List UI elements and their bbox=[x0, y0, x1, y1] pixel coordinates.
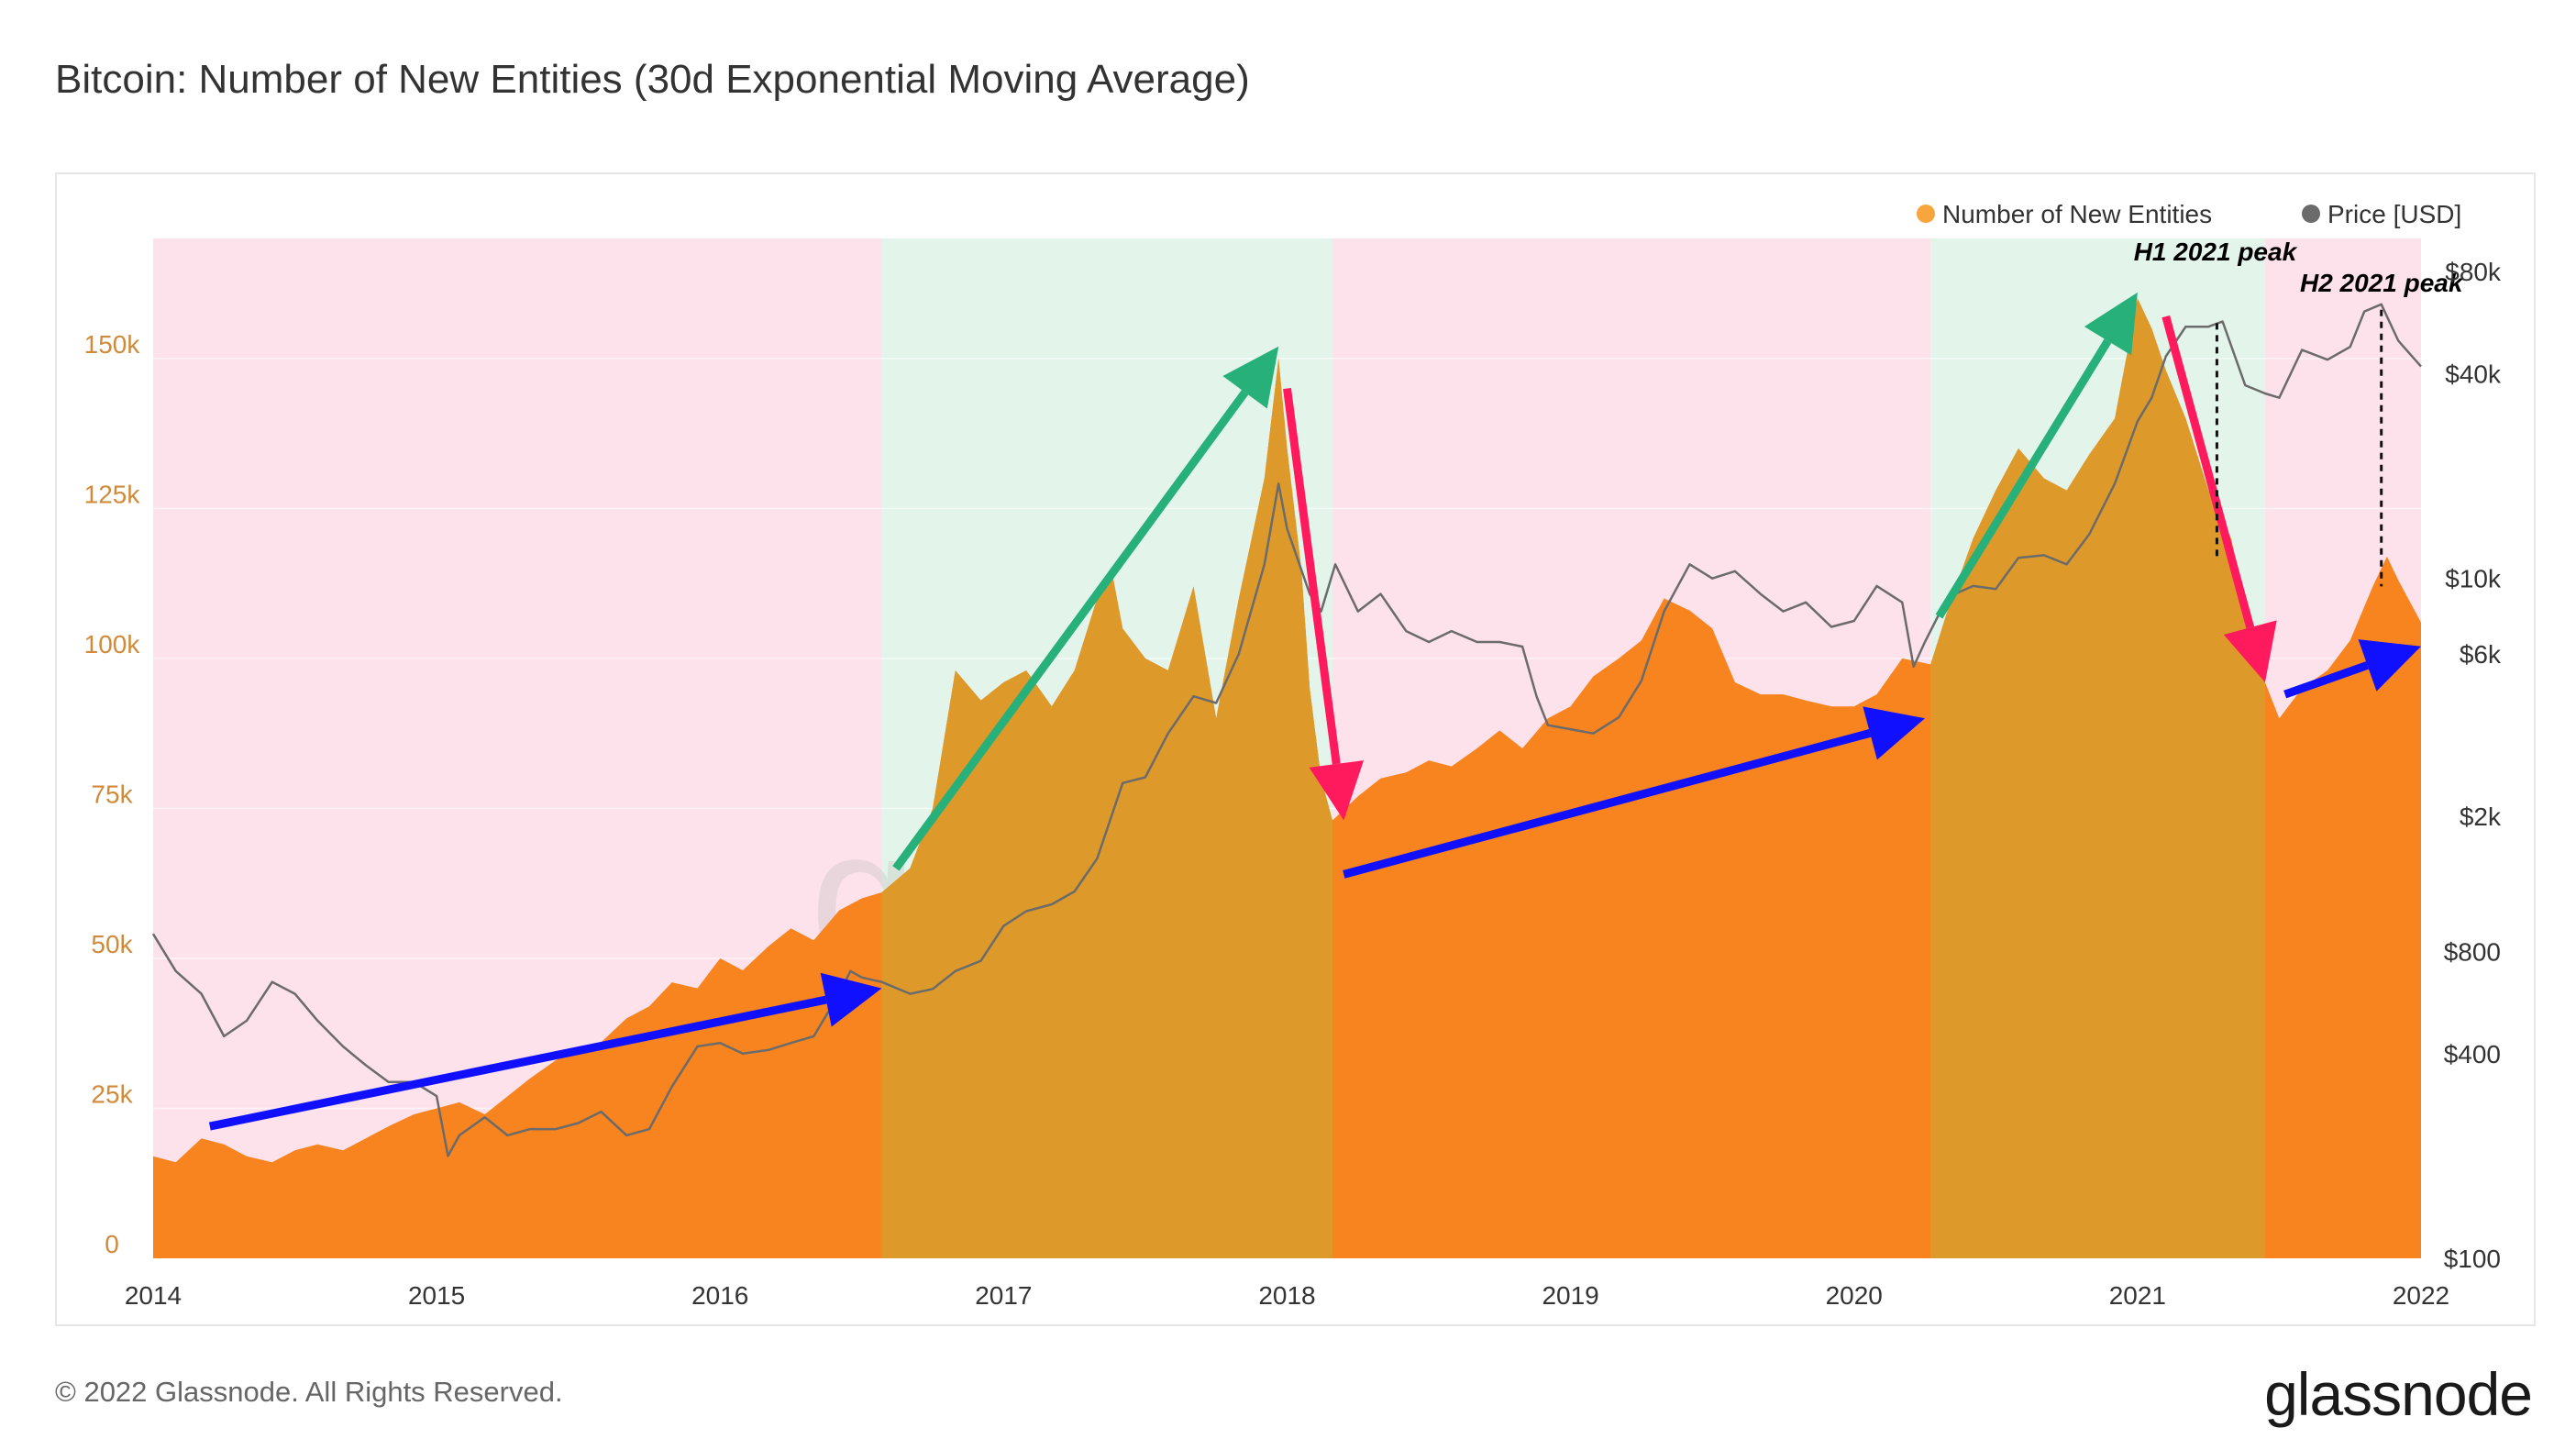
peak-label-0: H1 2021 peak bbox=[2134, 238, 2298, 266]
trend-arrow-shaft-6 bbox=[2283, 661, 2370, 699]
page-title: Bitcoin: Number of New Entities (30d Exp… bbox=[55, 57, 1250, 102]
x-tick-label-2015: 2015 bbox=[408, 1281, 465, 1310]
y-left-tick-label-0: 0 bbox=[105, 1230, 119, 1258]
x-tick-label-2018: 2018 bbox=[1258, 1281, 1315, 1310]
trend-arrow-head-4 bbox=[2084, 292, 2138, 356]
x-tick-label-2020: 2020 bbox=[1826, 1281, 1883, 1310]
trend-arrow-shaft-1 bbox=[892, 390, 1249, 871]
y-left-tick-label-4: 100k bbox=[84, 630, 141, 659]
glassnode-logo[interactable]: glassnode bbox=[2264, 1360, 2533, 1428]
legend-marker-1 bbox=[2302, 205, 2320, 223]
trend-arrow-head-1 bbox=[1222, 346, 1279, 409]
trend-arrow-shaft-0 bbox=[208, 995, 827, 1131]
trend-arrow-head-2 bbox=[1309, 760, 1365, 821]
trend-arrow-shaft-2 bbox=[1283, 387, 1341, 765]
y-right-tick-label-2: $800 bbox=[2444, 937, 2501, 966]
peak-label-1: H2 2021 peak bbox=[2300, 269, 2464, 297]
y-right-tick-label-6: $40k bbox=[2445, 360, 2502, 389]
copyright-footer: © 2022 Glassnode. All Rights Reserved. bbox=[55, 1376, 563, 1408]
trend-arrow-head-6 bbox=[2358, 639, 2421, 692]
entities-area-bull-3 bbox=[1930, 298, 2265, 1258]
trend-arrow-shaft-3 bbox=[1343, 729, 1872, 879]
x-tick-label-2021: 2021 bbox=[2109, 1281, 2166, 1310]
y-right-tick-label-0: $100 bbox=[2444, 1245, 2501, 1273]
y-left-tick-label-1: 25k bbox=[91, 1079, 133, 1108]
axes: 2014 2015 2016 2017 2018 2019 2020 2021 2022 0 25k… bbox=[84, 258, 2502, 1310]
trend-arrow-head-5 bbox=[2223, 620, 2277, 683]
x-tick-label-2019: 2019 bbox=[1542, 1281, 1598, 1310]
y-right-tick-label-4: $6k bbox=[2460, 640, 2502, 669]
trend-arrow-head-3 bbox=[1863, 706, 1926, 760]
y-right-tick-label-3: $2k bbox=[2460, 802, 2502, 831]
y-left-tick-label-2: 50k bbox=[91, 930, 133, 958]
legend-label-1[interactable]: Price [USD] bbox=[2327, 200, 2461, 228]
trend-arrow-shaft-5 bbox=[2161, 315, 2255, 629]
y-right-tick-label-1: $400 bbox=[2444, 1040, 2501, 1068]
y-left-tick-label-5: 125k bbox=[84, 480, 141, 508]
x-tick-label-2022: 2022 bbox=[2393, 1281, 2449, 1310]
y-right-tick-label-7: $80k bbox=[2445, 258, 2502, 286]
y-left-tick-label-3: 75k bbox=[91, 780, 133, 808]
legend[interactable]: Number of New Entities Price [USD] bbox=[1917, 200, 2461, 228]
trend-arrow-shaft-4 bbox=[1935, 338, 2112, 619]
legend-label-0[interactable]: Number of New Entities bbox=[1942, 200, 2212, 228]
x-tick-label-2017: 2017 bbox=[975, 1281, 1032, 1310]
x-tick-label-2016: 2016 bbox=[691, 1281, 748, 1310]
legend-marker-0 bbox=[1917, 205, 1935, 223]
x-tick-label-2014: 2014 bbox=[125, 1281, 182, 1310]
trend-arrows bbox=[208, 292, 2421, 1131]
y-left-tick-label-6: 150k bbox=[84, 330, 141, 359]
trend-arrow-head-0 bbox=[820, 972, 882, 1027]
entities-area-bull-1 bbox=[881, 358, 1332, 1258]
y-right-tick-label-5: $10k bbox=[2445, 565, 2502, 593]
